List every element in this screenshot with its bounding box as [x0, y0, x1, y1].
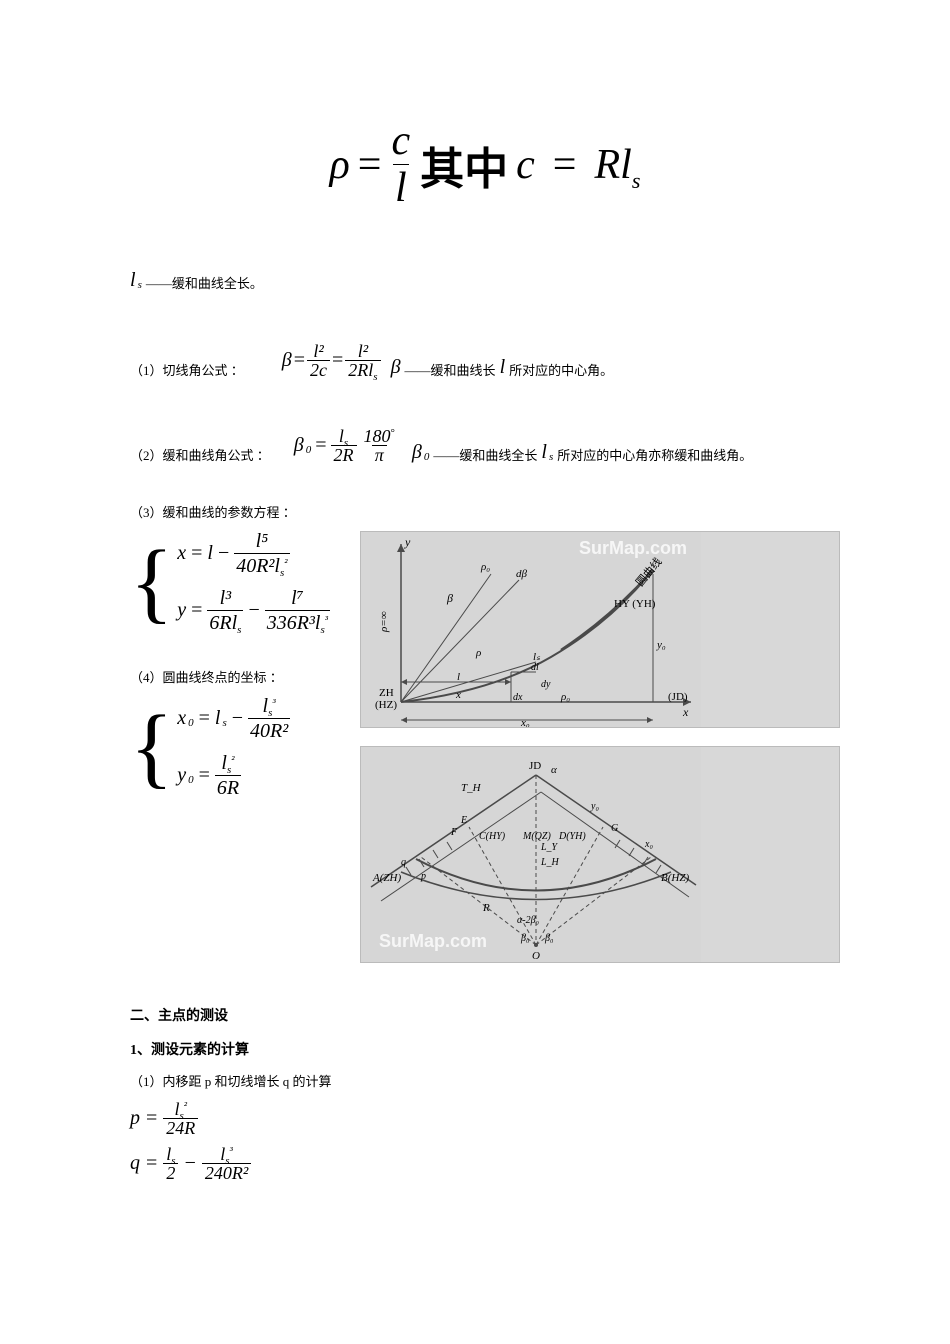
svg-text:SurMap.com: SurMap.com [579, 538, 687, 558]
hero-rho: ρ [330, 141, 350, 189]
pq-label: （1）内移距 p 和切线增长 q 的计算 [130, 1071, 840, 1090]
svg-text:G: G [611, 823, 618, 834]
item1-beta2: β [391, 356, 401, 379]
svg-text:ZH: ZH [379, 687, 394, 699]
item4-label: （4）圆曲线终点的坐标 ： [130, 667, 340, 686]
ls-note-text: ——缓和曲线全长。 [146, 273, 263, 292]
svg-text:O: O [532, 950, 540, 962]
svg-text:R: R [482, 902, 490, 914]
svg-text:α: α [551, 764, 557, 776]
item1-formula: β = l²2c = l²2Rls [282, 342, 381, 379]
svg-text:β₀: β₀ [544, 933, 554, 944]
svg-text:p: p [420, 871, 426, 882]
svg-text:A(ZH): A(ZH) [372, 872, 401, 884]
svg-text:(JD): (JD) [668, 691, 688, 703]
svg-text:x₀: x₀ [644, 839, 653, 850]
svg-text:L_Y: L_Y [540, 842, 559, 853]
svg-text:ρ: ρ [475, 647, 481, 659]
item2-label: （2）缓和曲线角公式 ： [130, 445, 270, 464]
item1-tail2: 所对应的中心角。 [509, 360, 613, 379]
svg-text:B(HZ): B(HZ) [661, 872, 689, 884]
svg-text:ρ=∞: ρ=∞ [378, 611, 390, 633]
item1-l: l [500, 356, 506, 379]
figure-spiral-coord: SurMap.com y x ZH (HZ) [360, 531, 840, 728]
svg-text:y₀: y₀ [590, 801, 599, 812]
svg-text:β₀: β₀ [520, 933, 530, 944]
svg-text:q: q [401, 857, 406, 868]
svg-text:C(HY): C(HY) [479, 831, 506, 842]
item2-line: （2）缓和曲线角公式 ： β0 = ls2R 180°π β0 ——缓和曲线全长… [130, 427, 840, 464]
svg-text:D(YH): D(YH) [558, 831, 586, 842]
hero-c: c [516, 141, 535, 189]
svg-text:dy: dy [541, 679, 551, 690]
item2-formula: β0 = ls2R 180°π [294, 427, 398, 464]
svg-text:(HZ): (HZ) [375, 699, 397, 711]
svg-text:M(QZ): M(QZ) [522, 831, 551, 842]
svg-text:SurMap.com: SurMap.com [379, 931, 487, 951]
endpoint-cases: { x0 = ls − ls³40R² y0 = ls²6R [130, 696, 290, 798]
svg-text:x: x [682, 705, 689, 719]
svg-text:L_H: L_H [540, 857, 560, 868]
param-eq-cases: { x=l − l⁵40R²ls² y= l³6Rls − l⁷336R³ls³ [130, 531, 330, 633]
svg-text:lₛ: lₛ [533, 651, 541, 663]
svg-text:y₀: y₀ [656, 639, 666, 651]
svg-text:dx: dx [513, 692, 523, 703]
hero-formula: ρ = c l 其中 c = Rls [130, 120, 840, 209]
svg-text:HY (YH): HY (YH) [614, 598, 656, 610]
hero-mid: 其中 [420, 133, 508, 197]
svg-text:JD: JD [529, 760, 541, 772]
ls-note-line: ls ——缓和曲线全长。 [130, 269, 840, 292]
hero-eq: = [358, 141, 382, 189]
pq-formulas: p= ls²24R q= ls2 − ls³240R² [130, 1100, 840, 1182]
svg-text:T_H: T_H [461, 782, 482, 794]
item2-tail2: 所对应的中心角亦称缓和曲线角。 [557, 445, 752, 464]
svg-text:y: y [404, 535, 411, 549]
svg-text:F: F [450, 827, 458, 838]
section-2-1-heading: 1、测设元素的计算 [130, 1039, 840, 1059]
section-2-heading: 二、主点的测设 [130, 1005, 840, 1025]
svg-text:ρ₀: ρ₀ [480, 561, 490, 573]
svg-text:E: E [460, 815, 467, 826]
item2-ls: ls [541, 441, 553, 464]
svg-text:x: x [455, 689, 461, 701]
item1-tail: ——缓和曲线长 [405, 360, 496, 379]
item2-beta2: β0 [412, 441, 429, 464]
svg-text:β: β [446, 591, 453, 605]
svg-text:dβ: dβ [516, 568, 528, 580]
item1-label: （1）切线角公式 ： [130, 360, 244, 379]
hero-frac: c l [389, 120, 412, 209]
hero-rl: Rls [594, 141, 640, 189]
figure-curve-plan: SurMap.com [360, 746, 840, 963]
svg-text:α-2β₀: α-2β₀ [517, 915, 540, 926]
item3-label: （3）缓和曲线的参数方程 ： [130, 502, 840, 521]
svg-text:dl: dl [531, 662, 539, 673]
item1-line: （1）切线角公式 ： β = l²2c = l²2Rls β ——缓和曲线长 l… [130, 342, 840, 379]
svg-text:l: l [457, 671, 460, 683]
svg-text:ρ₀: ρ₀ [560, 691, 570, 703]
hero-eq2: = [553, 141, 577, 189]
svg-text:x₀: x₀ [520, 717, 530, 727]
item2-tail: ——缓和曲线全长 [433, 445, 537, 464]
